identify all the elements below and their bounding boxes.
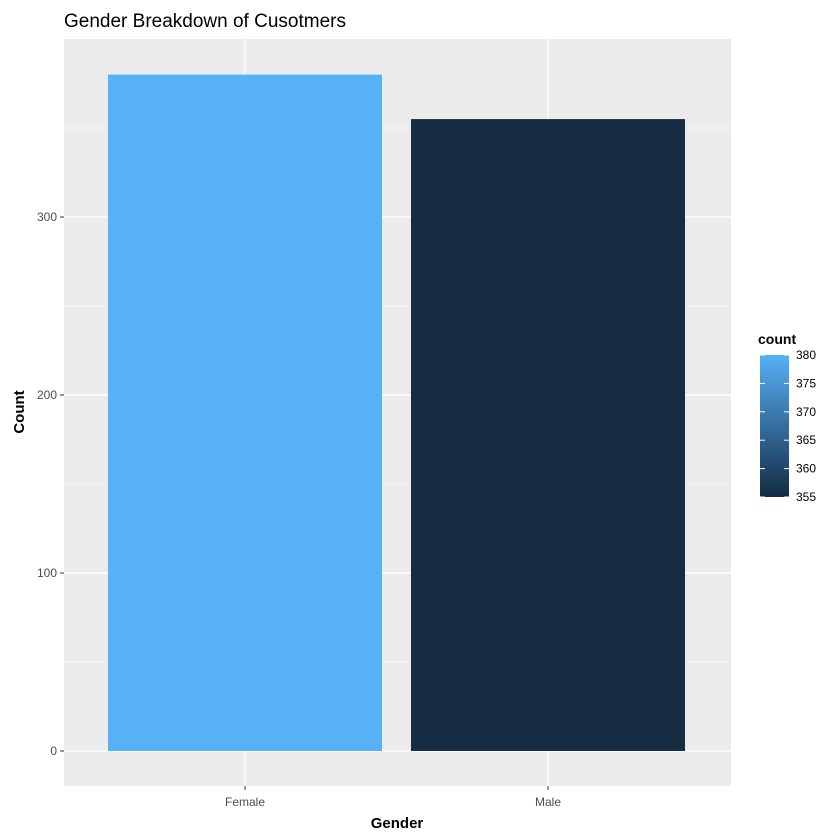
legend-label: 375	[796, 376, 816, 390]
bar-female	[108, 74, 382, 752]
legend-label: 370	[796, 405, 816, 419]
y-tick-label: 100	[37, 566, 57, 580]
x-axis: Female Male	[225, 786, 561, 809]
y-tick-label: 200	[37, 388, 57, 402]
legend-label: 355	[796, 490, 816, 504]
legend-colorbar	[760, 355, 789, 497]
y-tick-label: 300	[37, 210, 57, 224]
x-axis-title: Gender	[371, 815, 424, 832]
y-tick-label: 0	[50, 744, 57, 758]
color-legend: count 380 375 370 365 360 355	[758, 331, 816, 504]
legend-ticks: 380 375 370 365 360 355	[760, 348, 816, 504]
bars	[108, 74, 685, 752]
bar-male	[411, 119, 685, 752]
x-tick-label: Female	[225, 795, 265, 809]
legend-label: 365	[796, 433, 816, 447]
legend-label: 360	[796, 462, 816, 476]
legend-title: count	[758, 331, 796, 347]
y-axis-title: Count	[11, 390, 28, 433]
chart-title: Gender Breakdown of Cusotmers	[64, 11, 346, 32]
x-tick-label: Male	[535, 795, 561, 809]
y-axis: 0 100 200 300	[37, 210, 64, 758]
legend-label: 380	[796, 348, 816, 362]
